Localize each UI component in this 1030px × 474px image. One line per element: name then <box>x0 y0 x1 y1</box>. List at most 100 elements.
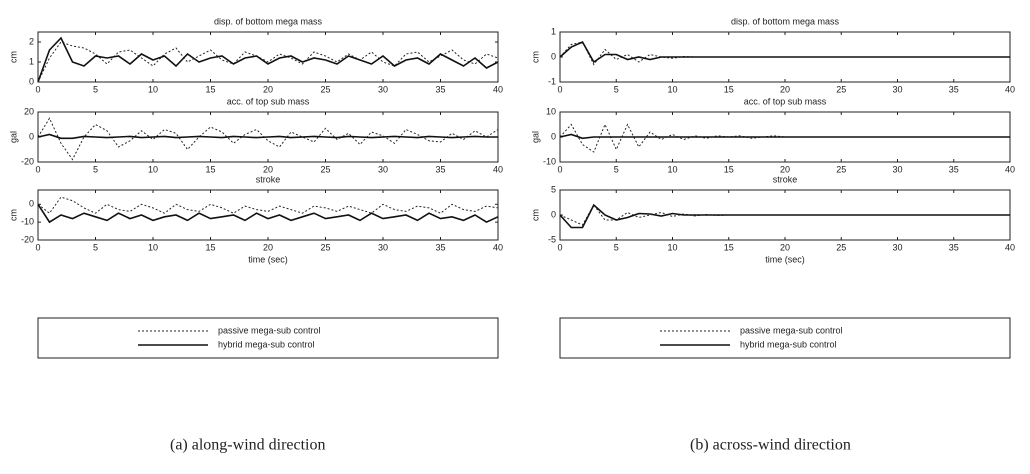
x-tick-label: 0 <box>557 242 562 252</box>
x-tick-label: 20 <box>780 242 790 252</box>
x-tick-label: 15 <box>205 242 215 252</box>
x-tick-label: 5 <box>93 84 98 94</box>
x-tick-label: 35 <box>949 84 959 94</box>
y-tick-label: -20 <box>21 156 34 166</box>
x-tick-label: 10 <box>667 164 677 174</box>
chart-title: acc. of top sub mass <box>227 96 310 106</box>
caption: (b) across-wind direction <box>690 437 851 454</box>
x-tick-label: 20 <box>263 242 273 252</box>
x-tick-label: 15 <box>724 164 734 174</box>
x-tick-label: 40 <box>1005 164 1015 174</box>
y-axis-label: cm <box>8 51 18 63</box>
x-tick-label: 25 <box>836 242 846 252</box>
chart-title: disp. of bottom mega mass <box>731 16 840 26</box>
x-tick-label: 20 <box>263 84 273 94</box>
x-tick-label: 10 <box>667 84 677 94</box>
x-tick-label: 5 <box>93 242 98 252</box>
x-tick-label: 5 <box>614 84 619 94</box>
x-axis-label: time (sec) <box>765 254 805 264</box>
y-tick-label: -5 <box>548 234 556 244</box>
x-tick-label: 15 <box>724 242 734 252</box>
series-line <box>37 41 499 83</box>
x-tick-label: 10 <box>148 242 158 252</box>
plot-frame <box>37 31 499 83</box>
x-tick-label: 35 <box>435 84 445 94</box>
x-tick-label: 15 <box>205 84 215 94</box>
chart-title: stroke <box>773 174 798 184</box>
x-tick-label: 40 <box>493 242 503 252</box>
chart-title: stroke <box>256 174 281 184</box>
x-tick-label: 10 <box>667 242 677 252</box>
series-line <box>559 203 1010 229</box>
y-tick-label: 0 <box>551 209 556 219</box>
x-tick-label: 0 <box>557 84 562 94</box>
x-tick-label: 25 <box>320 164 330 174</box>
y-tick-label: 0 <box>551 51 556 61</box>
series-line <box>559 123 1010 153</box>
y-tick-label: 0 <box>551 131 556 141</box>
x-tick-label: 40 <box>493 84 503 94</box>
x-tick-label: 30 <box>378 164 388 174</box>
x-tick-label: 30 <box>892 84 902 94</box>
x-tick-label: 20 <box>780 164 790 174</box>
series-line <box>37 36 499 83</box>
series-line <box>37 133 498 140</box>
y-tick-label: 2 <box>29 36 34 46</box>
y-axis-label: cm <box>8 209 18 221</box>
legend-label: passive mega-sub control <box>740 325 843 335</box>
x-tick-label: 25 <box>320 84 330 94</box>
series-line <box>37 196 499 214</box>
legend-box <box>559 317 1011 359</box>
x-tick-label: 5 <box>614 242 619 252</box>
series-line <box>559 41 1010 66</box>
y-axis-label: cm <box>530 209 540 221</box>
y-axis-label: cm <box>530 51 540 63</box>
plot-frame <box>37 189 499 241</box>
x-tick-label: 5 <box>93 164 98 174</box>
x-axis-label: time (sec) <box>248 254 288 264</box>
y-tick-label: -1 <box>548 76 556 86</box>
caption: (a) along-wind direction <box>170 437 326 454</box>
y-axis-label: gal <box>8 131 18 143</box>
x-tick-label: 0 <box>557 164 562 174</box>
y-tick-label: 5 <box>551 184 556 194</box>
y-tick-label: 0 <box>29 199 34 209</box>
series-line <box>37 203 499 224</box>
y-tick-label: 1 <box>29 56 34 66</box>
x-tick-label: 5 <box>614 164 619 174</box>
y-tick-label: -20 <box>21 234 34 244</box>
x-tick-label: 35 <box>949 164 959 174</box>
x-tick-label: 25 <box>836 164 846 174</box>
legend-label: hybrid mega-sub control <box>218 339 315 349</box>
x-tick-label: 10 <box>148 164 158 174</box>
series-line <box>37 117 499 161</box>
y-tick-label: 1 <box>551 26 556 36</box>
x-tick-label: 35 <box>435 164 445 174</box>
legend-label: hybrid mega-sub control <box>740 339 837 349</box>
y-tick-label: 10 <box>546 106 556 116</box>
x-tick-label: 25 <box>836 84 846 94</box>
legend-label: passive mega-sub control <box>218 325 321 335</box>
y-tick-label: -10 <box>543 156 556 166</box>
x-tick-label: 30 <box>892 164 902 174</box>
chart-title: disp. of bottom mega mass <box>214 16 323 26</box>
x-tick-label: 35 <box>435 242 445 252</box>
x-tick-label: 0 <box>35 84 40 94</box>
chart-title: acc. of top sub mass <box>744 96 827 106</box>
x-tick-label: 30 <box>378 84 388 94</box>
y-tick-label: 0 <box>29 131 34 141</box>
legend-box <box>37 317 499 359</box>
x-tick-label: 30 <box>892 242 902 252</box>
y-axis-label: gal <box>530 131 540 143</box>
x-tick-label: 25 <box>320 242 330 252</box>
x-tick-label: 0 <box>35 242 40 252</box>
x-tick-label: 30 <box>378 242 388 252</box>
x-tick-label: 40 <box>1005 242 1015 252</box>
x-tick-label: 20 <box>263 164 273 174</box>
x-tick-label: 20 <box>780 84 790 94</box>
series-line <box>559 40 1010 64</box>
x-tick-label: 10 <box>148 84 158 94</box>
x-tick-label: 40 <box>1005 84 1015 94</box>
y-tick-label: 0 <box>29 76 34 86</box>
